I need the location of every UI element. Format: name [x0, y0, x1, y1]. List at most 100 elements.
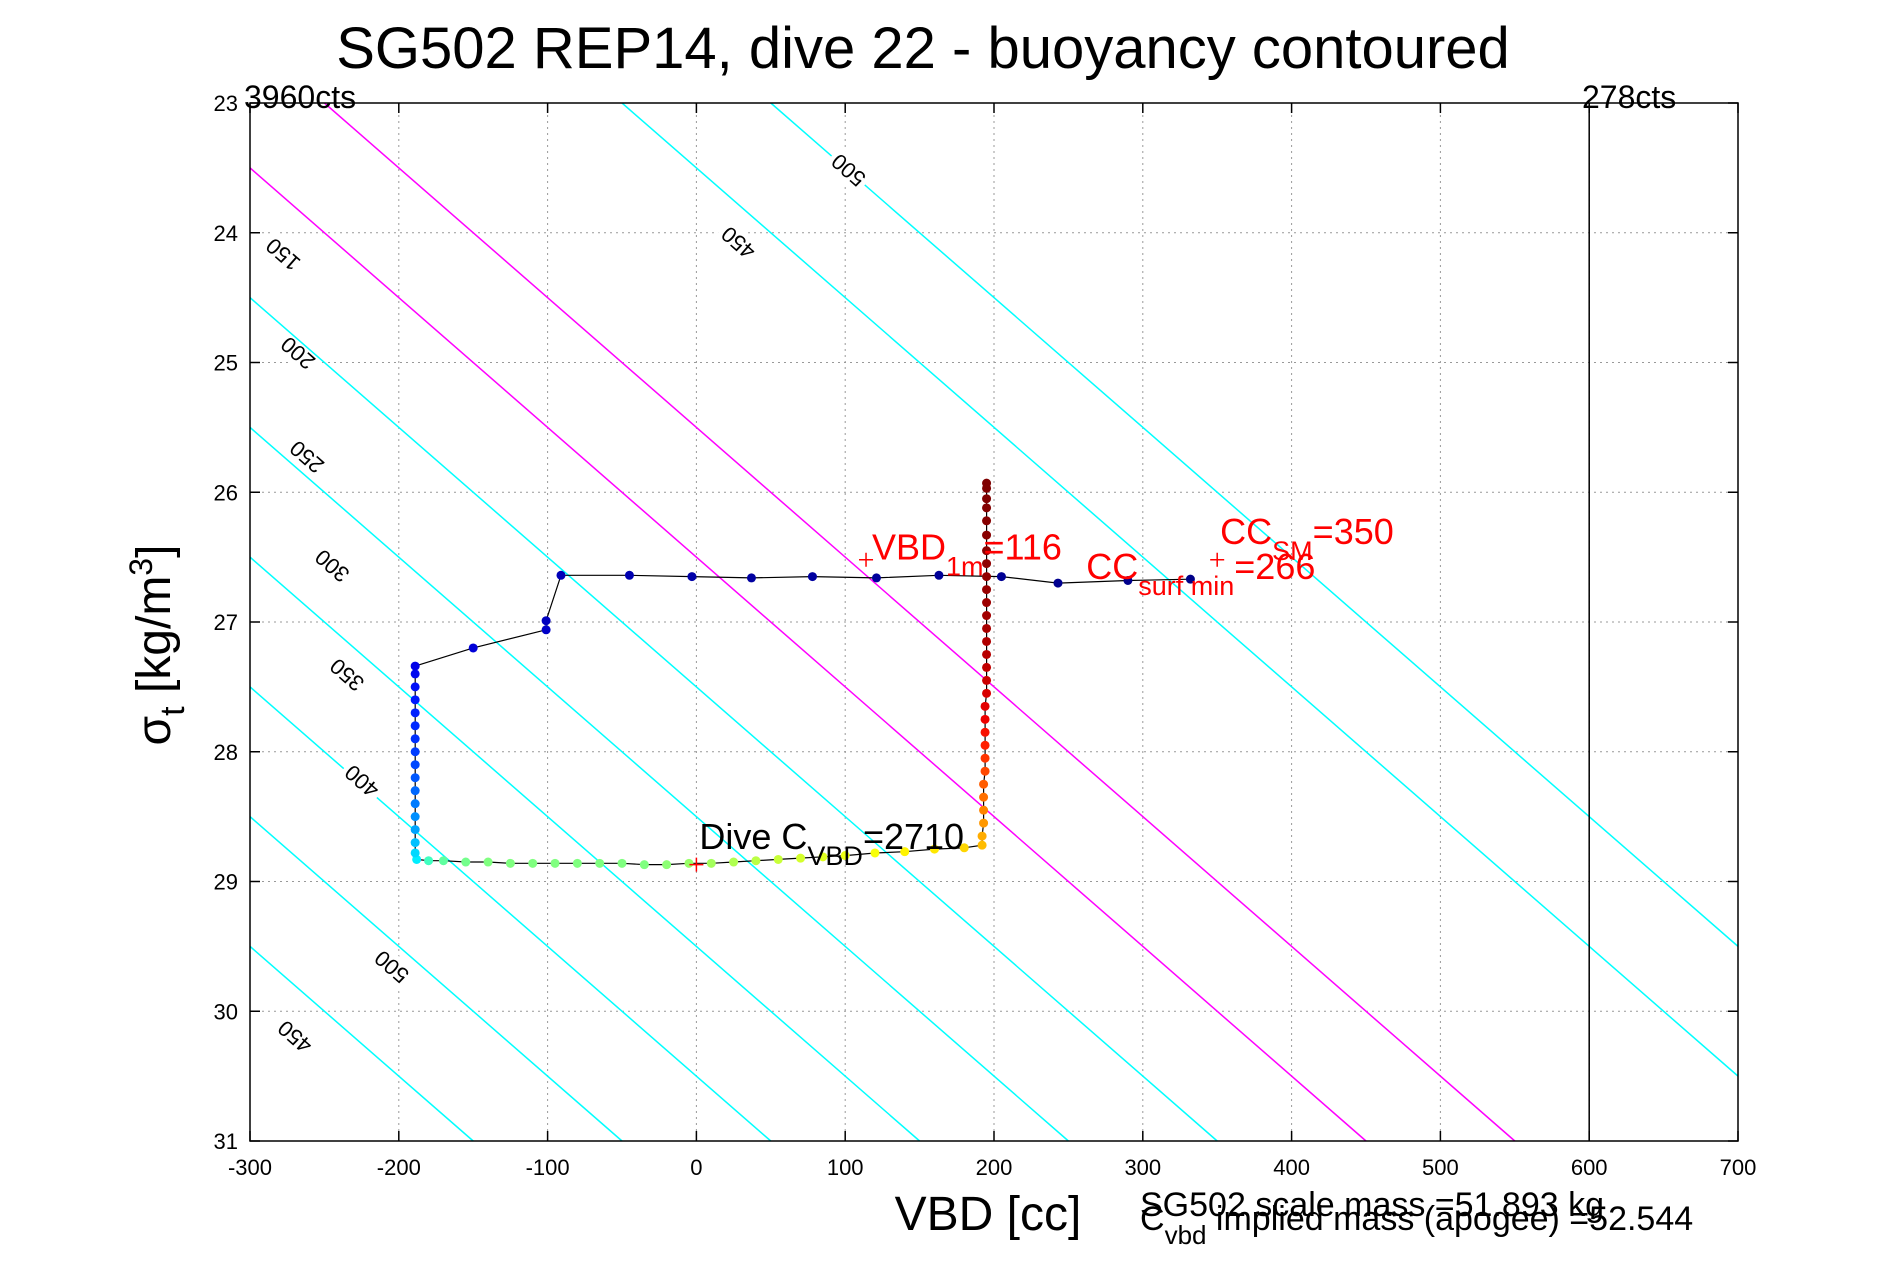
dive-point	[468, 643, 478, 653]
contour-line	[249, 945, 474, 1142]
dive-point	[818, 852, 828, 862]
dive-point	[1123, 575, 1133, 585]
footer-c-sub: vbd	[1165, 1220, 1207, 1250]
dive-point	[410, 669, 420, 679]
dive-point	[996, 572, 1006, 582]
dive-point	[572, 858, 582, 868]
corner-label-left: 3960cts	[244, 79, 356, 115]
contour-label-bg	[712, 218, 764, 268]
dive-point	[729, 857, 739, 867]
contour-label-bg	[281, 432, 332, 482]
dive-point	[980, 766, 990, 776]
y-ticks: 23 24 25 26 27 28 29 30 31	[214, 91, 1738, 1154]
x-axis-label: VBD [cc]	[895, 1188, 1082, 1241]
annotation-markers	[689, 552, 1225, 872]
dive-point	[751, 856, 761, 866]
contour-line	[249, 426, 1069, 1142]
plus-marker	[859, 552, 874, 567]
dive-point	[410, 708, 420, 718]
dive-point	[900, 847, 910, 857]
dive-point	[870, 848, 880, 858]
grid	[250, 103, 1738, 1141]
dive-point	[977, 840, 987, 850]
dive-point	[796, 853, 806, 863]
dive-point	[982, 636, 992, 646]
y-tick-label: 28	[214, 740, 238, 765]
x-tick-label: 0	[690, 1155, 702, 1180]
dive-point	[624, 570, 634, 580]
dive-point	[410, 721, 420, 731]
dive-point	[982, 688, 992, 698]
dive-point	[541, 625, 551, 635]
x-tick-label: -200	[377, 1155, 421, 1180]
dive-point	[541, 616, 551, 626]
dive-point	[1053, 578, 1063, 588]
y-tick-label: 25	[214, 351, 238, 376]
dive-point	[438, 856, 448, 866]
dive-point	[483, 857, 493, 867]
annotation-value: =266	[1234, 546, 1315, 587]
y-tick-label: 24	[214, 221, 238, 246]
dive-point	[980, 727, 990, 737]
annotation-main: VBD	[872, 527, 946, 568]
dive-point	[410, 661, 420, 671]
dive-point	[982, 675, 992, 685]
y-tick-label: 27	[214, 610, 238, 635]
annotation-main: Dive C	[699, 816, 807, 857]
contour-label-bg	[823, 146, 874, 195]
annotation-vbd1m: VBD1m=116	[872, 527, 1062, 582]
plus-marker	[689, 857, 704, 872]
y-label-sub: t	[154, 706, 192, 716]
dive-point	[982, 516, 992, 526]
annotation-sub: surf min	[1138, 571, 1234, 601]
x-tick-label: 300	[1124, 1155, 1161, 1180]
dive-point	[617, 858, 627, 868]
dive-point	[982, 546, 992, 556]
dive-point	[840, 851, 850, 861]
dive-point	[746, 573, 756, 583]
x-tick-label: -100	[526, 1155, 570, 1180]
contour-line	[249, 816, 623, 1142]
dive-point	[982, 662, 992, 672]
annotation-main: CC	[1220, 511, 1272, 552]
dive-point	[982, 483, 992, 493]
dive-point	[662, 860, 672, 870]
x-tick-label: 100	[827, 1155, 864, 1180]
x-tick-label: 400	[1273, 1155, 1310, 1180]
contour-label-bg	[336, 757, 387, 806]
dive-point	[979, 792, 989, 802]
dive-point	[410, 760, 420, 770]
annotation-sub: VBD	[807, 841, 863, 871]
dive-point	[639, 860, 649, 870]
dive-point	[982, 649, 992, 659]
dive-point	[979, 805, 989, 815]
contour-line	[770, 102, 1739, 947]
dive-point	[687, 572, 697, 582]
dive-point	[556, 570, 566, 580]
y-tick-label: 26	[214, 480, 238, 505]
contour-label-bg	[366, 942, 417, 992]
dive-point	[684, 858, 694, 868]
dive-point	[550, 858, 560, 868]
annotation-value: =116	[984, 527, 1062, 568]
dive-points	[410, 478, 1195, 870]
contour-label-bg	[306, 541, 357, 591]
dive-point	[934, 570, 944, 580]
dive-point	[410, 682, 420, 692]
dive-point	[706, 858, 716, 868]
dive-point	[424, 856, 434, 866]
dive-point	[982, 494, 992, 504]
dive-point	[773, 854, 783, 864]
footer-c: C	[1140, 1200, 1165, 1238]
contour-line	[249, 556, 921, 1142]
contour-label-bg	[272, 329, 323, 378]
dive-point	[410, 734, 420, 744]
footer-implied-text: implied mass (apogee) =52.544	[1206, 1200, 1693, 1238]
dive-point	[410, 695, 420, 705]
dive-point	[807, 572, 817, 582]
contour-line	[249, 297, 1218, 1142]
y-axis-label: σt [kg/m3]	[123, 545, 192, 746]
